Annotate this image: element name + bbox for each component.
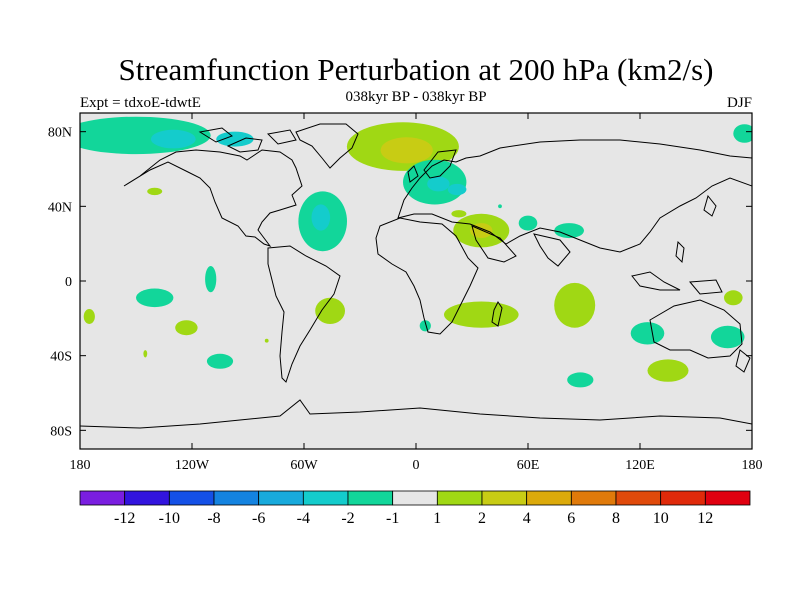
colorbar-label: 2: [478, 510, 486, 527]
y-tick-label: 80N: [48, 126, 72, 141]
colorbar-swatch: [347, 490, 394, 506]
coastlines: [80, 123, 752, 429]
x-tick-label: 60E: [517, 458, 540, 473]
anomaly-region-14: [205, 266, 217, 293]
anomaly-region-10: [447, 183, 467, 196]
anomaly-region-9: [427, 176, 450, 192]
colorbar-swatch: [704, 490, 751, 506]
x-tick-label: 0: [413, 458, 420, 473]
colorbar-swatch: [615, 490, 662, 506]
anomaly-region-5: [311, 204, 331, 231]
anomaly-region-18: [143, 350, 148, 358]
anomaly-region-23: [444, 301, 519, 328]
season-label: DJF: [726, 95, 752, 111]
y-tick-label: 80S: [50, 424, 72, 439]
colorbar-label: -4: [297, 510, 310, 527]
colorbar-swatch: [481, 490, 528, 506]
anomaly-region-27: [710, 325, 745, 349]
anomaly-region-29: [724, 290, 743, 306]
anomaly-region-31: [498, 204, 502, 209]
plot-title: Streamfunction Perturbation at 200 hPa (…: [118, 52, 714, 87]
colorbar-label: 1: [433, 510, 441, 527]
anomaly-region-28: [647, 359, 689, 382]
colorbar-swatch: [570, 490, 617, 506]
colorbar-label: 8: [612, 510, 620, 527]
anomaly-region-12: [470, 223, 493, 239]
anomaly-region-25: [567, 372, 594, 388]
colorbar-label: -6: [252, 510, 265, 527]
anomaly-region-1: [150, 129, 196, 149]
colorbar-swatch: [124, 490, 170, 506]
colorbar: -12 -10 -8 -6 -4 -2 -1 1 2 4 6 8 10 12: [79, 490, 751, 527]
colorbar-swatch: [302, 490, 349, 506]
anomaly-region-13: [518, 215, 538, 231]
anomaly-region-33: [451, 210, 467, 218]
colorbar-label: -1: [386, 510, 399, 527]
y-tick-label: 40S: [50, 350, 72, 365]
x-tick-label: 120E: [625, 458, 655, 473]
colorbar-label: 12: [697, 510, 713, 527]
anomaly-layer: [80, 116, 752, 388]
x-tick-label: 180: [70, 458, 91, 473]
x-tick-label: 180: [742, 458, 763, 473]
y-tick-label: 40N: [48, 200, 72, 215]
colorbar-swatch: [526, 490, 572, 506]
anomaly-region-3: [147, 187, 163, 196]
x-tick-label: 60W: [290, 458, 318, 473]
anomaly-region-15: [136, 288, 174, 308]
experiment-label: Expt = tdxoE-tdwtE: [80, 95, 201, 111]
y-axis: 80N 40N 0 40S 80S: [48, 126, 752, 439]
anomaly-region-21: [315, 297, 345, 324]
anomaly-region-26: [630, 322, 665, 345]
x-tick-label: 120W: [175, 458, 210, 473]
anomaly-region-20: [264, 338, 269, 343]
anomaly-region-19: [206, 353, 234, 369]
x-axis: 180 120W 60W 0 60E 120E 180: [70, 113, 763, 473]
colorbar-swatch: [436, 490, 483, 506]
colorbar-label: -2: [341, 510, 354, 527]
colorbar-label: 10: [653, 510, 669, 527]
plot-subtitle: 038kyr BP - 038kyr BP: [345, 89, 487, 105]
colorbar-swatch: [79, 490, 126, 506]
anomaly-region-16: [83, 309, 95, 324]
colorbar-swatch: [392, 490, 438, 506]
colorbar-label: 4: [523, 510, 531, 527]
y-tick-label: 0: [65, 275, 72, 290]
colorbar-label: -8: [207, 510, 220, 527]
colorbar-swatch: [168, 490, 215, 506]
colorbar-swatch: [213, 490, 260, 506]
colorbar-swatch: [660, 490, 706, 506]
colorbar-swatch: [258, 490, 304, 506]
anomaly-region-17: [175, 320, 198, 336]
anomaly-region-24: [554, 282, 596, 328]
anomaly-region-22: [419, 320, 431, 332]
anomaly-region-32: [554, 223, 584, 239]
colorbar-label: -12: [114, 510, 135, 527]
anomaly-region-7: [380, 137, 433, 164]
colorbar-label: -10: [159, 510, 180, 527]
anomaly-region-2: [216, 131, 254, 147]
anomaly-region-30: [733, 124, 752, 143]
colorbar-label: 6: [567, 510, 575, 527]
